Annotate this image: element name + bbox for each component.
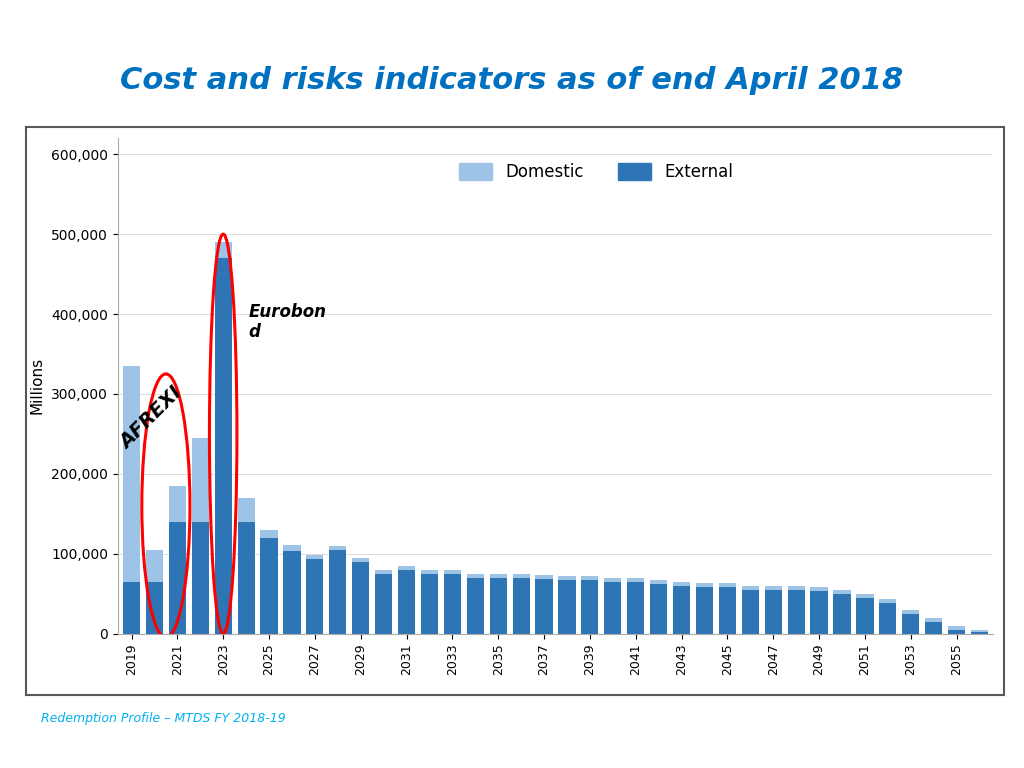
Bar — [650, 580, 668, 584]
Bar — [811, 591, 827, 634]
Y-axis label: Millions: Millions — [29, 357, 44, 415]
Bar — [880, 603, 896, 634]
Bar — [834, 594, 851, 634]
Bar — [811, 588, 827, 591]
Bar — [902, 610, 920, 614]
Bar — [787, 586, 805, 590]
Bar — [536, 575, 553, 579]
Bar — [787, 590, 805, 634]
Bar — [765, 590, 782, 634]
Bar — [398, 566, 415, 570]
Bar — [329, 550, 346, 634]
Bar — [971, 631, 988, 632]
Bar — [673, 586, 690, 634]
Bar — [329, 546, 346, 550]
Bar — [191, 438, 209, 521]
Bar — [489, 578, 507, 634]
Bar — [306, 554, 324, 559]
Bar — [582, 576, 598, 580]
Bar — [513, 578, 529, 634]
Bar — [765, 586, 782, 590]
Bar — [604, 578, 622, 581]
Bar — [260, 530, 278, 538]
Bar — [558, 576, 575, 580]
Bar — [238, 521, 255, 634]
Legend: Domestic, External: Domestic, External — [453, 157, 739, 188]
Bar — [215, 258, 231, 634]
Bar — [536, 579, 553, 634]
Bar — [856, 598, 873, 634]
Bar — [627, 578, 644, 581]
Bar — [215, 242, 231, 258]
Bar — [191, 521, 209, 634]
Text: Redemption Profile – MTDS FY 2018-19: Redemption Profile – MTDS FY 2018-19 — [41, 712, 286, 724]
Bar — [582, 580, 598, 634]
Bar — [306, 559, 324, 634]
Bar — [948, 626, 966, 630]
Text: Cost and risks indicators as of end April 2018: Cost and risks indicators as of end Apri… — [121, 66, 903, 95]
Bar — [467, 574, 484, 578]
Bar — [834, 590, 851, 594]
Bar — [123, 581, 140, 634]
Bar — [925, 618, 942, 622]
Bar — [971, 632, 988, 634]
Bar — [284, 545, 300, 551]
Bar — [948, 630, 966, 634]
Bar — [696, 583, 713, 588]
Bar — [352, 558, 370, 561]
Bar — [123, 366, 140, 581]
Bar — [467, 578, 484, 634]
Bar — [902, 614, 920, 634]
Bar — [696, 588, 713, 634]
Bar — [421, 574, 438, 634]
Text: Eurobon
d: Eurobon d — [249, 303, 327, 342]
Bar — [145, 581, 163, 634]
Bar — [169, 521, 186, 634]
Bar — [741, 590, 759, 634]
Text: AFREXI: AFREXI — [117, 383, 185, 452]
Bar — [650, 584, 668, 634]
Bar — [421, 570, 438, 574]
Bar — [627, 581, 644, 634]
Bar — [352, 561, 370, 634]
Bar — [925, 622, 942, 634]
Bar — [856, 594, 873, 598]
Bar — [443, 570, 461, 574]
Bar — [673, 581, 690, 586]
Bar — [398, 570, 415, 634]
Bar — [489, 574, 507, 578]
Bar — [719, 588, 736, 634]
Bar — [741, 586, 759, 590]
Bar — [375, 570, 392, 574]
Bar — [604, 581, 622, 634]
Bar — [260, 538, 278, 634]
Bar — [375, 574, 392, 634]
Bar — [558, 580, 575, 634]
Bar — [238, 498, 255, 521]
Bar — [513, 574, 529, 578]
Bar — [284, 551, 300, 634]
Bar — [719, 583, 736, 588]
Bar — [169, 486, 186, 521]
Bar — [443, 574, 461, 634]
Bar — [145, 550, 163, 581]
Bar — [880, 599, 896, 603]
